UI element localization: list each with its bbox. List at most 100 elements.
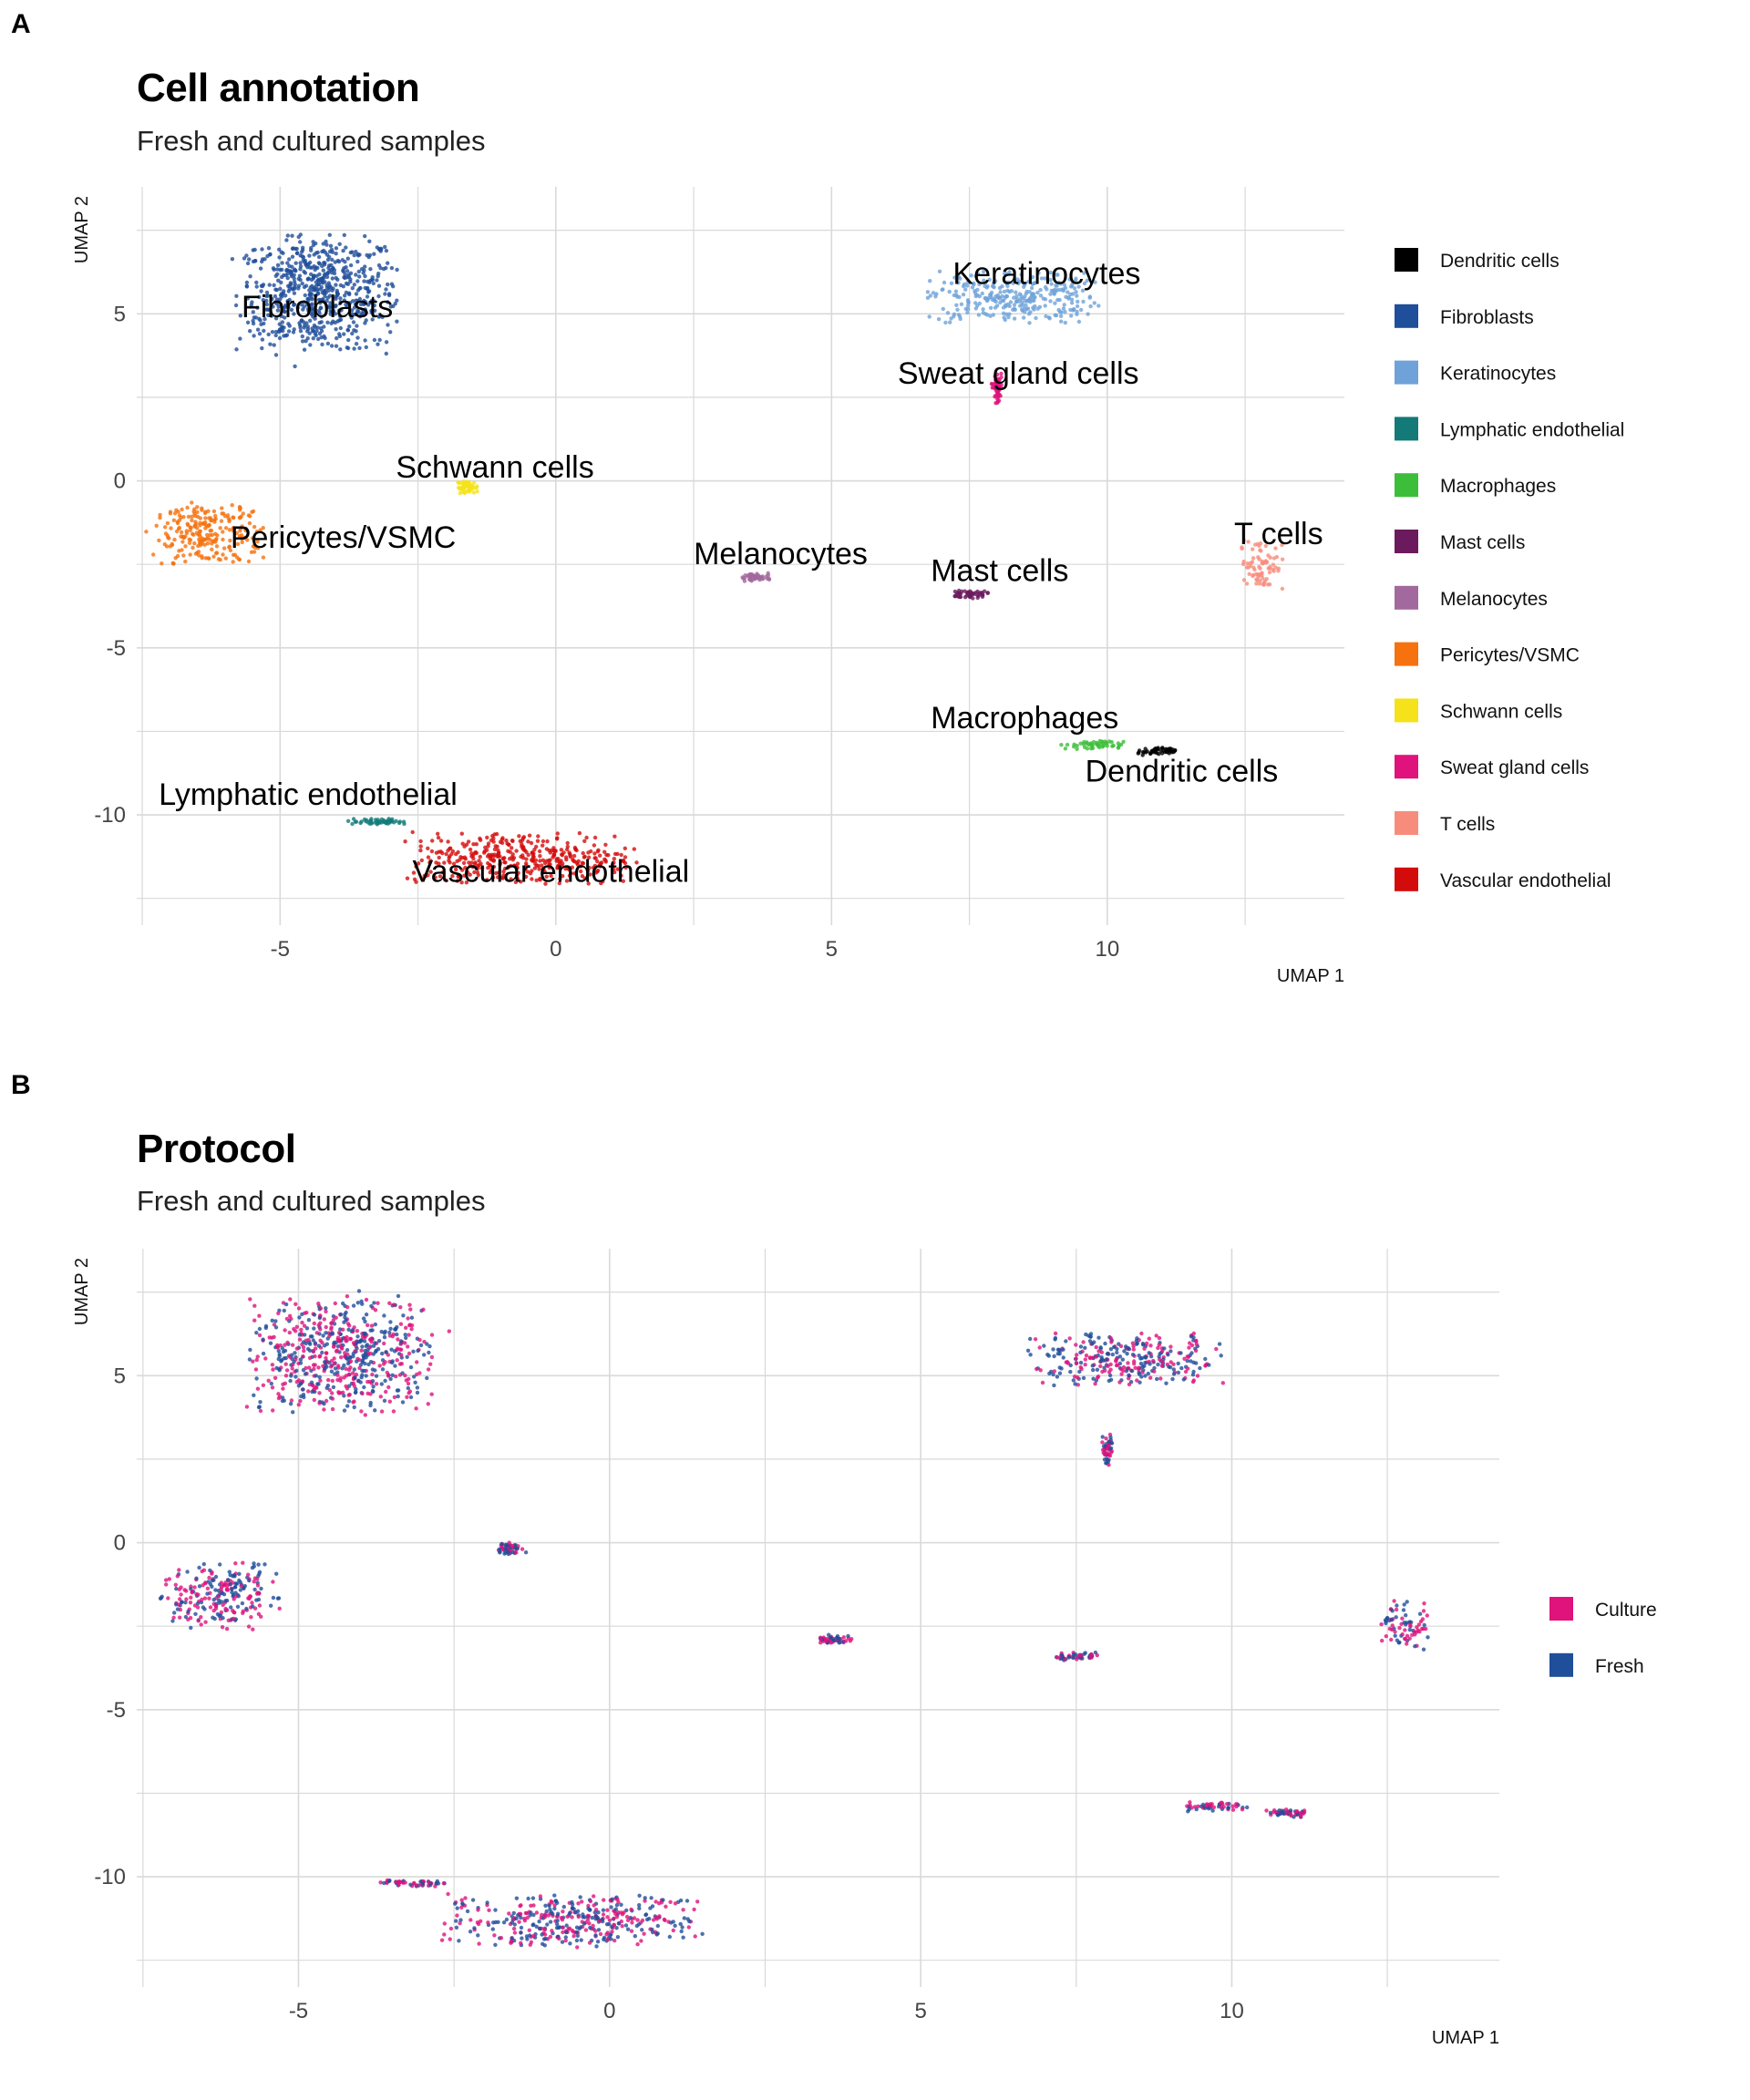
point-protocol: [183, 1601, 188, 1605]
point-protocol: [365, 1348, 370, 1353]
point-keratinocytes: [1086, 312, 1090, 316]
point-protocol: [386, 1879, 392, 1884]
point-protocol: [518, 1904, 522, 1909]
point-fibroblasts: [238, 314, 242, 318]
point-protocol: [1139, 1374, 1144, 1379]
point-fibroblasts: [297, 273, 303, 278]
point-protocol: [202, 1607, 207, 1611]
point-protocol: [346, 1327, 351, 1332]
point-pericytes-vsmc: [211, 539, 216, 543]
point-protocol: [552, 1906, 557, 1911]
point-protocol: [256, 1611, 262, 1616]
point-protocol: [622, 1910, 626, 1915]
point-protocol: [593, 1914, 599, 1919]
point-protocol: [184, 1597, 189, 1601]
point-protocol: [442, 1921, 447, 1926]
point-protocol: [529, 1940, 534, 1944]
point-protocol: [1103, 1452, 1107, 1457]
point-protocol: [316, 1343, 322, 1348]
point-fibroblasts: [305, 306, 311, 312]
panel-a-y-axis-title: UMAP 2: [72, 196, 92, 263]
point-pericytes-vsmc: [221, 552, 225, 557]
point-protocol: [429, 1333, 435, 1337]
point-protocol: [283, 1362, 288, 1366]
point-protocol: [415, 1385, 420, 1390]
point-protocol: [180, 1600, 184, 1605]
point-protocol: [1093, 1382, 1097, 1386]
point-fibroblasts: [324, 239, 328, 244]
point-protocol: [1120, 1357, 1126, 1362]
point-protocol: [592, 1903, 596, 1908]
point-fibroblasts: [305, 326, 311, 332]
point-pericytes-vsmc: [243, 526, 248, 531]
panel-b-y-axis-title: UMAP 2: [72, 1258, 92, 1325]
point-vascular-endothelial: [540, 858, 546, 862]
point-protocol: [414, 1883, 419, 1888]
point-protocol: [1076, 1652, 1082, 1658]
point-protocol: [347, 1372, 352, 1377]
point-fibroblasts: [244, 253, 249, 258]
point-protocol: [556, 1911, 561, 1916]
point-protocol: [612, 1922, 617, 1928]
point-protocol: [231, 1574, 235, 1579]
point-vascular-endothelial: [578, 864, 583, 869]
point-fibroblasts: [248, 329, 252, 334]
point-protocol: [1156, 1362, 1160, 1367]
point-vascular-endothelial: [440, 850, 445, 856]
point-protocol: [362, 1385, 366, 1390]
point-vascular-endothelial: [405, 876, 410, 880]
point-protocol: [311, 1338, 315, 1343]
point-protocol: [288, 1297, 293, 1302]
point-protocol: [580, 1899, 584, 1904]
point-fibroblasts: [322, 261, 326, 265]
point-protocol: [493, 1942, 498, 1947]
point-protocol: [312, 1326, 316, 1331]
point-protocol: [310, 1334, 314, 1339]
point-protocol: [579, 1938, 583, 1942]
point-pericytes-vsmc: [163, 525, 168, 530]
point-protocol: [241, 1611, 245, 1615]
point-protocol: [607, 1918, 612, 1922]
point-keratinocytes: [963, 287, 968, 292]
point-pericytes-vsmc: [205, 524, 211, 529]
point-keratinocytes: [1026, 279, 1031, 284]
point-protocol: [335, 1348, 339, 1353]
point-vascular-endothelial: [414, 880, 418, 884]
point-protocol: [346, 1384, 352, 1388]
point-protocol: [317, 1374, 322, 1380]
point-protocol: [578, 1895, 582, 1899]
point-fibroblasts: [309, 312, 314, 317]
point-protocol: [1059, 1652, 1065, 1657]
point-protocol: [455, 1906, 459, 1910]
point-protocol: [1230, 1804, 1235, 1808]
point-fibroblasts: [351, 320, 356, 324]
point-protocol: [1176, 1361, 1180, 1366]
point-lymphatic-endothelial: [350, 821, 355, 827]
point-protocol: [276, 1392, 281, 1396]
legend-label: Sweat gland cells: [1440, 757, 1589, 778]
point-protocol: [292, 1360, 296, 1364]
point-protocol: [1108, 1435, 1113, 1440]
point-protocol: [614, 1915, 619, 1920]
point-protocol: [1200, 1802, 1206, 1807]
point-protocol: [1074, 1356, 1078, 1361]
point-fibroblasts: [319, 335, 324, 340]
point-fibroblasts: [264, 293, 269, 299]
legend-swatch: [1395, 867, 1418, 891]
point-keratinocytes: [1078, 307, 1084, 313]
panel-b-letter: B: [11, 1070, 31, 1100]
point-fibroblasts: [384, 340, 389, 345]
point-protocol: [367, 1337, 373, 1342]
point-pericytes-vsmc: [198, 539, 202, 543]
point-protocol: [313, 1363, 317, 1367]
point-keratinocytes: [1057, 309, 1063, 314]
point-protocol: [629, 1907, 633, 1912]
point-fibroblasts: [320, 342, 324, 347]
point-vascular-endothelial: [520, 836, 526, 840]
point-fibroblasts: [234, 347, 239, 352]
point-protocol: [247, 1578, 252, 1583]
point-fibroblasts: [251, 321, 256, 326]
point-protocol: [352, 1405, 356, 1410]
point-protocol: [1207, 1363, 1211, 1367]
point-protocol: [271, 1595, 276, 1601]
